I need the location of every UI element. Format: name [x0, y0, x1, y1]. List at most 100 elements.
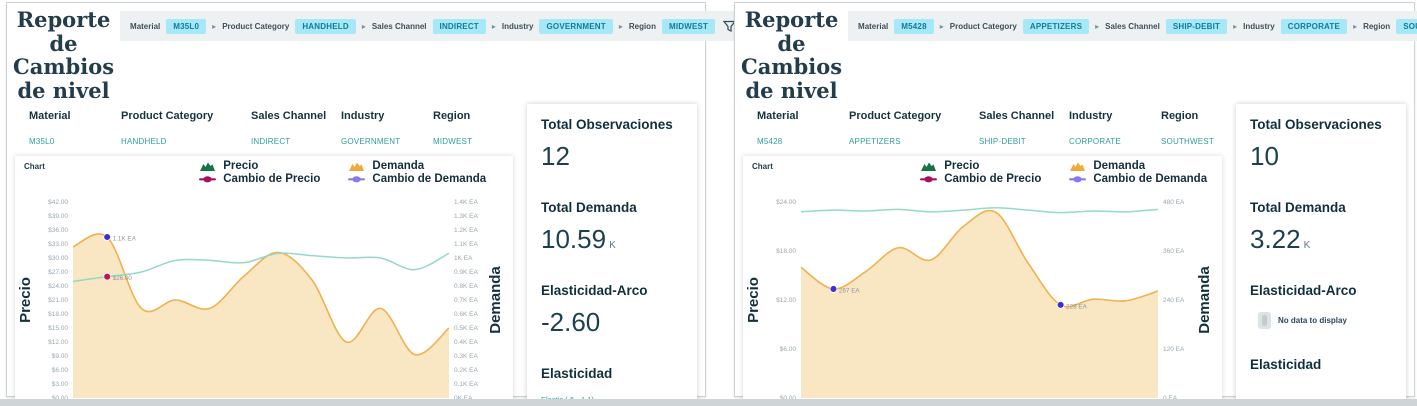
filter-value: HANDHELD	[121, 137, 167, 147]
svg-text:0.1K EA: 0.1K EA	[454, 381, 479, 388]
page-title: Reporte de Cambios de nivel	[13, 7, 115, 103]
kpi-label: Total Observaciones	[541, 117, 673, 133]
svg-text:$9.00: $9.00	[52, 353, 69, 360]
filter-header: Industry	[341, 110, 385, 123]
filter-value: CORPORATE	[1069, 137, 1121, 147]
kpi-total-observaciones: Total Observaciones 12	[541, 117, 691, 172]
svg-text:1.1K EA: 1.1K EA	[454, 241, 479, 248]
cambio-de-precio-marker[interactable]	[103, 272, 111, 281]
cambio-de-demanda-marker[interactable]	[829, 285, 838, 293]
legend-item-precio[interactable]: Precio	[920, 160, 1041, 172]
legend-item-cambio-de-demanda[interactable]: Cambio de Demanda	[1069, 173, 1207, 185]
breadcrumb-separator: ▸	[1095, 21, 1100, 31]
cambio-de-demanda-marker[interactable]	[1056, 301, 1065, 309]
panel-header: Reporte de Cambios de nivel Material M542…	[735, 3, 1417, 102]
breadcrumb-separator: ▸	[1233, 21, 1238, 31]
demanda-legend-icon	[349, 162, 365, 171]
legend-item-demanda[interactable]: Demanda	[1069, 160, 1207, 172]
svg-text:1.3K EA: 1.3K EA	[454, 213, 479, 220]
breadcrumb-value-product-category[interactable]: APPETIZERS	[1022, 18, 1090, 34]
filter-column-material: Material M35L0	[29, 110, 121, 146]
svg-text:0 EA: 0 EA	[1163, 395, 1178, 402]
kpi-label: Total Observaciones	[1250, 117, 1382, 133]
svg-text:$39.00: $39.00	[48, 213, 68, 220]
cambio-de-demanda-legend-icon	[348, 175, 366, 182]
kpi-total-demanda: Total Demanda 10.59 K	[541, 200, 691, 255]
svg-text:$24.00: $24.00	[776, 199, 796, 206]
breadcrumb-value-region[interactable]: MIDWEST	[661, 18, 716, 34]
demanda-area	[73, 233, 449, 399]
kpi-elasticidad-arco: Elasticidad-Arco No data to display	[1250, 283, 1400, 330]
svg-text:267 EA: 267 EA	[839, 288, 860, 295]
breadcrumb-value-product-category[interactable]: HANDHELD	[295, 18, 356, 34]
filter-column-material: Material M5428	[757, 110, 849, 146]
precio-legend-icon	[921, 162, 937, 171]
filter-column-region: Region MIDWEST	[433, 110, 515, 146]
breadcrumb-value-industry[interactable]: GOVERNMENT	[539, 18, 613, 34]
breadcrumb-value-material[interactable]: M5428	[894, 18, 934, 34]
kpi-value: -2.60	[541, 307, 601, 338]
svg-text:$6.00: $6.00	[780, 346, 797, 353]
legend-item-cambio-de-demanda[interactable]: Cambio de Demanda	[348, 173, 486, 185]
report-panel-left: Reporte de Cambios de nivel Material M35L…	[6, 2, 747, 406]
filter-summary-row: Material M5428 Product Category APPETIZERS S…	[741, 102, 1228, 154]
kpi-label: Elasticidad	[541, 366, 613, 382]
filter-column-industry: Industry CORPORATE	[1069, 110, 1161, 146]
filter-value: MIDWEST	[433, 137, 473, 147]
filter-header: Product Category	[121, 110, 214, 123]
filter-header: Region	[433, 110, 471, 123]
chart-title: Chart	[24, 162, 45, 172]
filter-value: INDIRECT	[251, 137, 291, 147]
demanda-legend-icon	[1070, 162, 1086, 171]
breadcrumb-label-product-category: Product Category	[949, 21, 1017, 31]
svg-text:0.6K EA: 0.6K EA	[454, 311, 479, 318]
kpi-label: Elasticidad	[1250, 357, 1322, 373]
breadcrumb-value-region[interactable]: SOUTHWEST	[1396, 18, 1417, 34]
kpi-elasticidad: Elasticidad	[1250, 357, 1400, 372]
legend-item-cambio-de-precio[interactable]: Cambio de Precio	[920, 173, 1041, 185]
svg-text:240 EA: 240 EA	[1163, 297, 1185, 304]
breadcrumb-separator: ▸	[939, 21, 944, 31]
no-data-row: No data to display	[1258, 312, 1400, 330]
kpi-unit: K	[1303, 240, 1311, 252]
filter-header: Material	[757, 110, 799, 123]
filter-header: Product Category	[849, 110, 942, 123]
legend-item-demanda[interactable]: Demanda	[348, 160, 486, 172]
legend-item-precio[interactable]: Precio	[199, 160, 320, 172]
legend-item-cambio-de-precio[interactable]: Cambio de Precio	[199, 173, 320, 185]
price-demand-chart[interactable]: $24.00 $18.00 $12.00 $6.00 $0.00 480 EA 360 EA…	[743, 156, 1222, 406]
panel-main: Material M35L0 Product Category HANDHELD Sal…	[7, 102, 705, 406]
filter-column-industry: Industry GOVERNMENT	[341, 110, 433, 146]
kpi-value: 12	[541, 141, 570, 172]
filter-column-sales-channel: Sales Channel SHIP-DEBIT	[979, 110, 1069, 146]
breadcrumb: Material M35L0 ▸ Product Category HANDHELD ▸ S…	[120, 11, 747, 41]
filter-value: GOVERNMENT	[341, 137, 401, 147]
legend-label: Cambio de Demanda	[1093, 173, 1208, 186]
legend-label: Precio	[944, 160, 980, 173]
y-axis-title-right: Demanda	[487, 266, 504, 334]
svg-text:$12.00: $12.00	[48, 339, 68, 346]
y-axis-title-left: Precio	[745, 277, 762, 323]
breadcrumb-label-sales-channel: Sales Channel	[371, 21, 427, 31]
svg-text:$27.00: $27.00	[48, 269, 68, 276]
kpi-elasticidad-arco: Elasticidad-Arco -2.60	[541, 283, 691, 338]
cambio-de-demanda-marker[interactable]	[103, 233, 111, 241]
no-data-icon	[1258, 312, 1271, 330]
breadcrumb-value-material[interactable]: M35L0	[166, 18, 207, 34]
breadcrumb-label-sales-channel: Sales Channel	[1105, 21, 1160, 31]
y-axis-title-right: Demanda	[1196, 266, 1213, 334]
price-demand-chart[interactable]: $42.00 $39.00 $36.00 $33.00 $30.00 $27.00 $24.…	[15, 156, 513, 406]
breadcrumb-value-industry[interactable]: CORPORATE	[1280, 18, 1348, 34]
breadcrumb-value-sales-channel[interactable]: INDIRECT	[432, 18, 486, 34]
breadcrumb-value-sales-channel[interactable]: SHIP-DEBIT	[1165, 18, 1228, 34]
svg-text:$18.00: $18.00	[776, 248, 796, 255]
breadcrumb-label-region: Region	[628, 21, 656, 31]
chart-title: Chart	[752, 162, 773, 172]
filter-header: Sales Channel	[979, 110, 1055, 123]
precio-line	[72, 252, 450, 283]
chart-legend: Precio Demanda Cambio de Precio Cambio de D…	[920, 160, 1207, 185]
breadcrumb-label-region: Region	[1363, 21, 1391, 31]
cambio-de-demanda-legend-icon	[1069, 175, 1087, 182]
filter-value: APPETIZERS	[849, 137, 901, 147]
